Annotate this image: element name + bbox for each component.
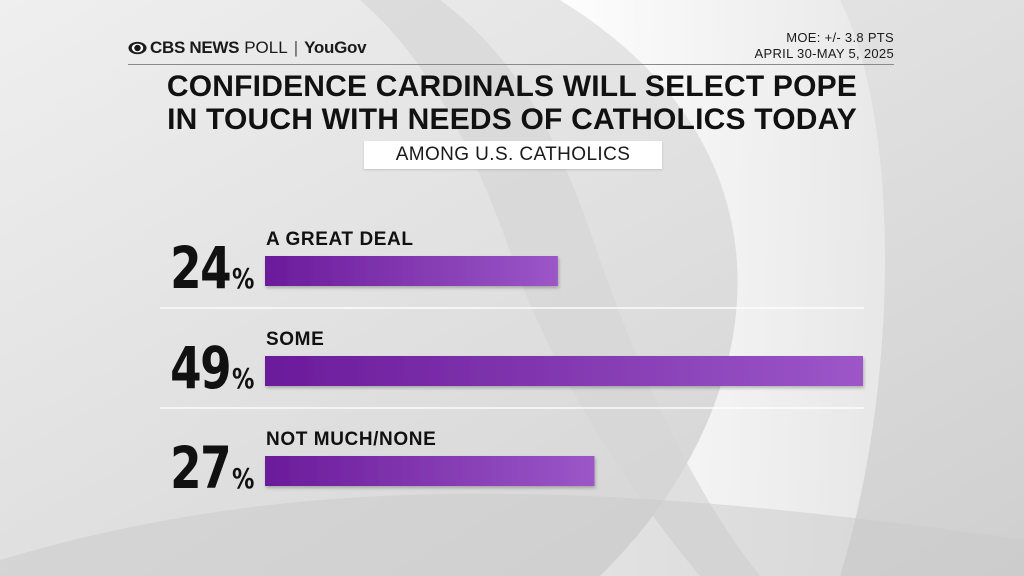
percent-sign: % [232,361,254,394]
chart-subtitle: AMONG U.S. CATHOLICS [364,141,662,169]
cbs-eye-icon [128,41,147,55]
category-label: NOT MUCH/NONE [266,429,436,450]
brand-poll: POLL [244,38,288,57]
chart-title-line-2: IN TOUCH WITH NEEDS OF CATHOLICS TODAY [167,103,857,136]
brand-logo: CBS NEWS POLL | YouGov [128,38,367,58]
brand-yougov: YouGov [304,38,367,57]
bar [265,256,558,286]
chart-title-line-1: CONFIDENCE CARDINALS WILL SELECT POPE [166,70,858,103]
brand-separator: | [293,38,299,57]
bar [265,456,595,486]
category-label: A GREAT DEAL [266,229,414,250]
poll-dates: APRIL 30-MAY 5, 2025 [754,46,894,61]
chart-title: CONFIDENCE CARDINALS WILL SELECT POPE IN… [112,70,912,136]
header-divider [128,64,894,65]
value-label: 24 [170,236,230,303]
value-label: 49 [170,336,230,403]
value-label: 27 [170,436,230,503]
poll-info: MOE: +/- 3.8 PTS APRIL 30-MAY 5, 2025 [755,30,894,62]
bar [265,356,863,386]
margin-of-error: MOE: +/- 3.8 PTS [786,30,894,45]
category-label: SOME [266,329,324,350]
brand-cbs-news: CBS NEWS [150,38,240,57]
percent-sign: % [232,461,254,494]
percent-sign: % [232,261,254,294]
